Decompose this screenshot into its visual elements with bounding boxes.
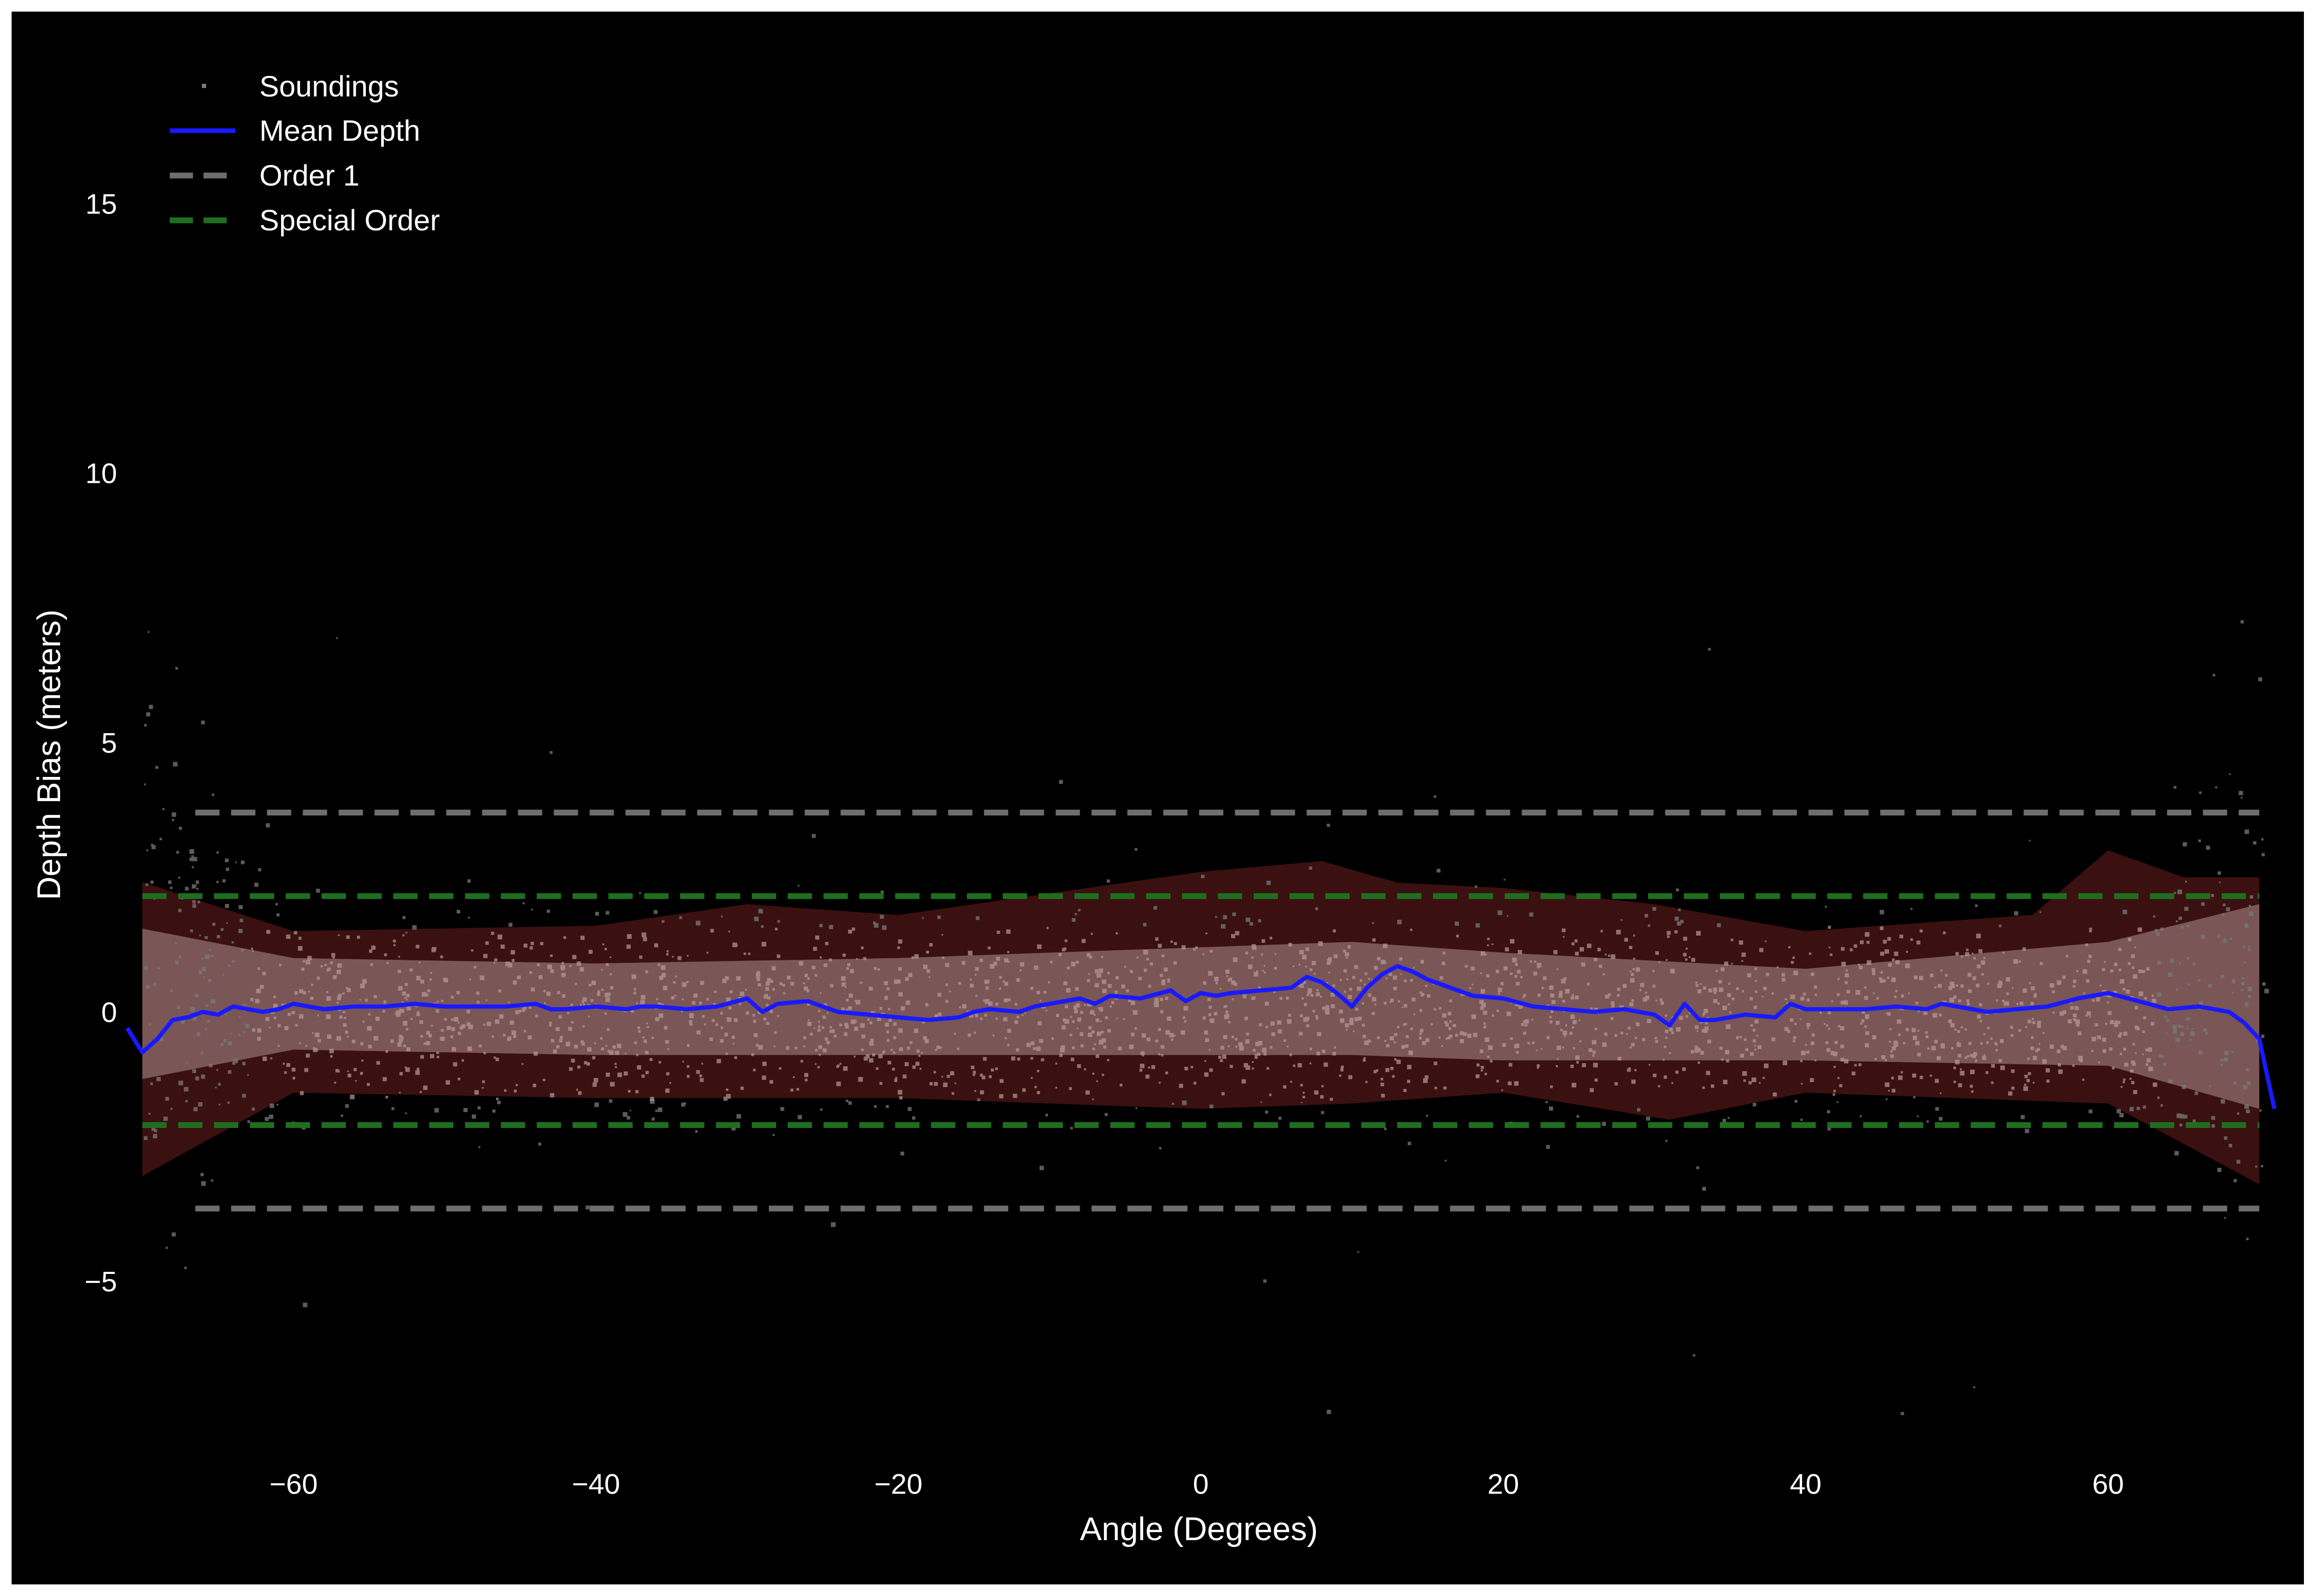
legend-label-mean-depth: Mean Depth (259, 114, 420, 147)
x-tick-label: 20 (1487, 1468, 1519, 1500)
y-ticks: −5 0 5 10 15 (84, 189, 117, 1298)
legend-label-order-1: Order 1 (259, 159, 360, 192)
y-tick-label: 0 (101, 997, 117, 1028)
y-tick-label: 10 (85, 458, 117, 490)
legend-item-soundings: Soundings (202, 70, 399, 103)
x-ticks: −60 −40 −20 0 20 40 60 (269, 1468, 2124, 1500)
inner-envelope (142, 904, 2260, 1109)
x-axis-label: Angle (Degrees) (1080, 1511, 1318, 1548)
chart-background (12, 12, 2304, 1584)
x-tick-label: −60 (269, 1468, 318, 1500)
legend-label-soundings: Soundings (259, 70, 399, 103)
y-tick-label: 5 (101, 727, 117, 759)
depth-bias-chart: −60 −40 −20 0 20 40 60 −5 0 5 10 15 Angle (Degrees… (12, 12, 2304, 1584)
mean-depth-layer (125, 964, 2277, 1110)
y-axis-label: Depth Bias (meters) (31, 609, 67, 900)
x-tick-label: 60 (2092, 1468, 2124, 1500)
envelope-layer (142, 850, 2260, 1184)
x-tick-label: −20 (874, 1468, 923, 1500)
legend-soundings-swatch (202, 84, 206, 88)
x-tick-label: 40 (1790, 1468, 1822, 1500)
figure: −60 −40 −20 0 20 40 60 −5 0 5 10 15 Angle (Degrees… (12, 12, 2304, 1584)
x-tick-label: −40 (572, 1468, 621, 1500)
legend-label-special-order: Special Order (259, 203, 440, 237)
mean-depth-line (125, 964, 2277, 1110)
legend-item-mean-depth: Mean Depth (170, 114, 420, 147)
x-tick-label: 0 (1193, 1468, 1209, 1500)
y-tick-label: 15 (85, 189, 117, 220)
legend: Soundings Mean Depth Order 1 Special Ord… (170, 70, 440, 237)
reference-lines-layer (142, 810, 2260, 1212)
legend-item-special-order: Special Order (170, 203, 440, 237)
y-tick-label: −5 (84, 1266, 117, 1298)
legend-item-order-1: Order 1 (170, 159, 360, 192)
